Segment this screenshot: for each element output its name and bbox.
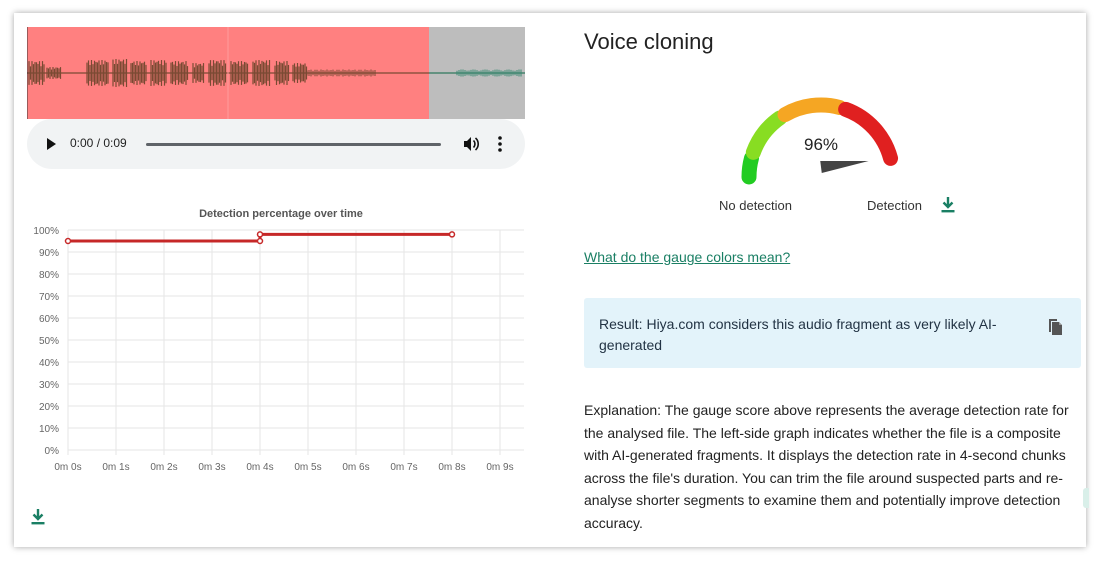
- series-line: [68, 232, 452, 243]
- more-vert-icon[interactable]: [493, 134, 507, 154]
- data-point[interactable]: [64, 237, 72, 245]
- data-point[interactable]: [256, 237, 264, 245]
- time-display: 0:00 / 0:09: [70, 136, 127, 150]
- gauge-needle: [820, 160, 869, 173]
- x-tick-label: 0m 3s: [198, 462, 225, 473]
- x-tick-label: 0m 6s: [342, 462, 369, 473]
- x-tick-label: 0m 1s: [102, 462, 129, 473]
- gauge-segment: [838, 101, 899, 166]
- result-box: Result: Hiya.com considers this audio fr…: [584, 298, 1081, 368]
- progress-bar[interactable]: [146, 143, 441, 146]
- y-tick-label: 0%: [45, 446, 60, 457]
- gauge-left-label: No detection: [719, 198, 792, 213]
- download-icon[interactable]: [30, 508, 46, 526]
- y-tick-label: 30%: [39, 380, 59, 391]
- gauge-segment: [741, 150, 759, 185]
- y-tick-label: 60%: [39, 314, 59, 325]
- x-tick-label: 0m 0s: [54, 462, 81, 473]
- y-tick-label: 70%: [39, 292, 59, 303]
- explanation-text: Explanation: The gauge score above repre…: [584, 402, 1069, 531]
- waveform-graph: [27, 27, 525, 119]
- chart-plot: 100% 90% 80% 70% 60% 50% 40% 30% 20% 10% 0% 0m 0s 0m…: [33, 226, 524, 473]
- result-text: Result: Hiya.com considers this audio fr…: [599, 316, 997, 353]
- detection-chart: Detection percentage over time 100% 90% 80…: [26, 200, 536, 480]
- x-tick-label: 0m 4s: [246, 462, 273, 473]
- waveform[interactable]: [27, 27, 525, 119]
- chart-title: Detection percentage over time: [199, 208, 363, 220]
- page-title: Voice cloning: [584, 29, 714, 54]
- y-tick-label: 100%: [33, 226, 59, 237]
- y-tick-label: 90%: [39, 248, 59, 259]
- detection-gauge: 96%: [741, 97, 899, 185]
- download-icon[interactable]: [940, 196, 956, 214]
- play-icon[interactable]: [47, 138, 56, 150]
- x-tick-label: 0m 9s: [486, 462, 513, 473]
- gauge-value: 96%: [804, 135, 838, 154]
- x-tick-label: 0m 8s: [438, 462, 465, 473]
- gauge-segment: [777, 97, 848, 123]
- x-tick-label: 0m 2s: [150, 462, 177, 473]
- x-tick-label: 0m 7s: [390, 462, 417, 473]
- gauge-segment: [745, 110, 788, 160]
- y-tick-label: 10%: [39, 424, 59, 435]
- copy-icon[interactable]: [1046, 316, 1064, 336]
- y-tick-label: 40%: [39, 358, 59, 369]
- y-tick-label: 50%: [39, 336, 59, 347]
- volume-icon[interactable]: [461, 134, 481, 154]
- gauge-right-label: Detection: [867, 198, 922, 213]
- gauge-colors-link[interactable]: What do the gauge colors mean?: [584, 249, 791, 265]
- audio-player: 0:00 / 0:09: [27, 119, 525, 169]
- scroll-edge: [1083, 488, 1089, 508]
- x-tick-label: 0m 5s: [294, 462, 321, 473]
- y-tick-label: 80%: [39, 270, 59, 281]
- y-tick-label: 20%: [39, 402, 59, 413]
- data-point[interactable]: [256, 231, 264, 238]
- data-point[interactable]: [448, 231, 456, 238]
- gauge-arcs: [741, 97, 899, 185]
